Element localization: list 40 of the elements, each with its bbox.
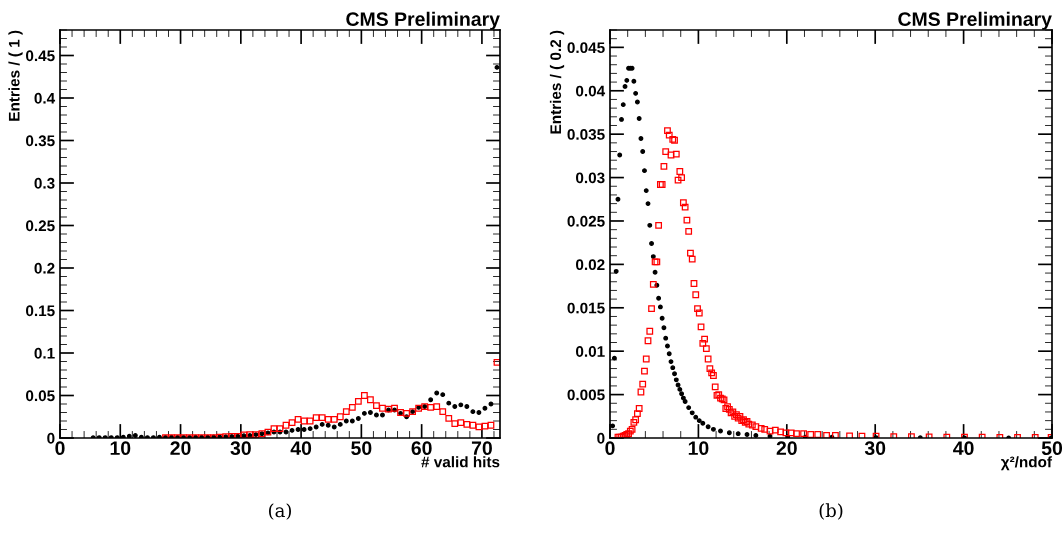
y-tick-label: 0.4 [34, 92, 56, 104]
y-axis-title: Entries / ( 1 ) [8, 30, 23, 121]
chart-title: CMS Preliminary [346, 11, 500, 30]
y-tick-label: 0 [597, 432, 605, 444]
y-tick-label: 0.005 [567, 389, 605, 401]
y-tick-label: 0.35 [26, 135, 55, 147]
x-tick-label: 30 [230, 441, 251, 456]
y-tick-label: 0.25 [26, 220, 55, 232]
y-tick-label: 0.1 [34, 347, 55, 359]
y-tick-label: 0.035 [567, 129, 605, 140]
y-tick-label: 0.05 [26, 390, 55, 402]
x-tick-label: 40 [953, 441, 974, 456]
y-axis-title: Entries / ( 0.2 ) [549, 30, 565, 134]
x-tick-label: 30 [864, 441, 886, 456]
text: (b) [819, 503, 843, 520]
y-tick-label: 0.3 [34, 177, 55, 189]
y-tick-label: 0.03 [576, 172, 605, 184]
y-tick-label: 0.025 [567, 215, 605, 227]
x-tick-label: 50 [1041, 441, 1062, 456]
y-tick-label: 0.01 [576, 346, 605, 357]
x-axis-title: # valid hits [421, 456, 500, 468]
y-tick-label: 0.045 [567, 42, 605, 54]
y-tick-label: 0.04 [576, 85, 606, 97]
x-tick-label: 60 [411, 441, 432, 456]
y-tick-label: 0.2 [34, 262, 55, 274]
y-tick-label: 0.02 [576, 259, 605, 271]
y-tick-label: 0 [47, 432, 55, 444]
y-tick-label: 0.45 [26, 50, 55, 62]
x-axis-title: χ²/ndof [1000, 456, 1053, 471]
x-tick-label: 10 [110, 441, 131, 456]
y-tick-label: 0.015 [567, 302, 605, 314]
x-tick-label: 40 [290, 441, 312, 456]
text: (a) [269, 503, 291, 520]
y-tick-label: 0.15 [26, 305, 55, 317]
x-tick-label: 70 [471, 441, 492, 456]
x-tick-label: 10 [688, 441, 709, 456]
x-tick-label: 20 [170, 441, 191, 456]
chart-title: CMS Preliminary [898, 11, 1052, 30]
x-tick-label: 20 [776, 441, 797, 456]
x-tick-label: 50 [351, 441, 372, 456]
